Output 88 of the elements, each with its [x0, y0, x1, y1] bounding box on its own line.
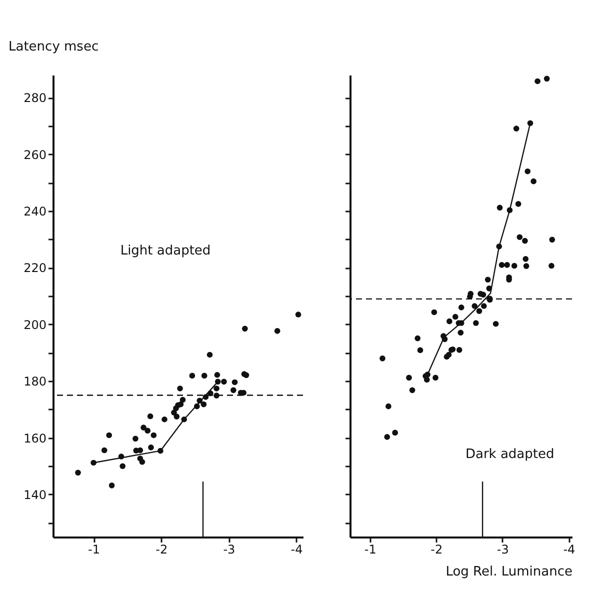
point — [75, 470, 81, 476]
point — [230, 387, 236, 394]
x-tick-label: -2 — [156, 542, 168, 556]
point — [150, 432, 157, 438]
point — [201, 372, 208, 379]
y-tick-label: 140 — [24, 488, 46, 502]
point — [406, 374, 412, 381]
point — [498, 262, 505, 268]
point — [106, 432, 112, 438]
point — [174, 414, 180, 420]
point — [221, 378, 227, 385]
point — [392, 430, 398, 436]
point — [515, 201, 522, 207]
point — [200, 401, 207, 408]
point — [120, 463, 126, 470]
point — [384, 434, 390, 440]
y-axis-title: Latency msec — [8, 40, 99, 54]
point — [189, 372, 196, 379]
point — [522, 256, 529, 262]
point — [431, 309, 438, 316]
point — [177, 386, 183, 392]
point — [452, 314, 458, 320]
x-tick-label: -1 — [88, 542, 100, 556]
point — [147, 413, 154, 420]
x-tick-label: -2 — [430, 542, 443, 556]
x-tick-label: -4 — [563, 542, 576, 556]
point — [504, 262, 510, 268]
point — [137, 447, 144, 454]
x-tick-label: -1 — [364, 542, 376, 556]
point — [409, 387, 416, 394]
point — [484, 276, 491, 283]
point — [139, 458, 146, 465]
point — [274, 328, 280, 334]
point — [424, 376, 430, 383]
point — [414, 335, 421, 342]
point — [206, 352, 213, 358]
point — [548, 262, 554, 269]
point — [295, 312, 302, 318]
y-tick-label: 280 — [24, 91, 46, 106]
point — [180, 396, 186, 403]
point — [524, 168, 531, 174]
point — [544, 76, 550, 82]
y-tick-label: 180 — [24, 374, 46, 389]
point — [132, 436, 138, 442]
y-tick-label: 200 — [24, 318, 46, 332]
point — [386, 403, 392, 410]
point — [144, 428, 151, 434]
x-tick-label: -3 — [223, 542, 236, 556]
point — [476, 308, 482, 314]
point — [492, 320, 499, 327]
point — [458, 330, 464, 336]
point — [530, 178, 536, 184]
point — [101, 447, 108, 454]
point — [242, 326, 248, 332]
point — [214, 372, 220, 378]
point — [140, 424, 146, 431]
point — [178, 401, 184, 408]
y-tick-label: 240 — [24, 204, 46, 219]
x-axis-title: Log Rel. Luminance — [446, 564, 572, 580]
point — [513, 126, 520, 132]
y-tick-label: 220 — [24, 261, 46, 276]
x-tick-label: -3 — [496, 542, 509, 556]
point — [108, 482, 115, 488]
x-tick-label: -4 — [290, 542, 303, 556]
point — [380, 356, 386, 362]
point — [480, 303, 487, 309]
point — [456, 347, 462, 353]
point — [458, 304, 464, 310]
point — [523, 263, 530, 269]
point — [162, 416, 168, 422]
point — [446, 318, 452, 324]
point — [534, 78, 540, 84]
point — [549, 236, 556, 243]
annotation: Dark adapted — [465, 446, 554, 462]
point — [472, 320, 479, 326]
point — [496, 204, 503, 211]
point — [148, 444, 154, 450]
point — [472, 303, 478, 309]
annotation: Light adapted — [120, 244, 211, 259]
point — [511, 262, 518, 269]
y-tick-label: 160 — [24, 431, 46, 446]
point — [232, 379, 238, 386]
point — [522, 238, 528, 244]
point — [432, 374, 438, 381]
point — [214, 386, 220, 392]
y-tick-label: 260 — [24, 148, 46, 162]
point — [417, 347, 424, 354]
point — [516, 234, 523, 240]
